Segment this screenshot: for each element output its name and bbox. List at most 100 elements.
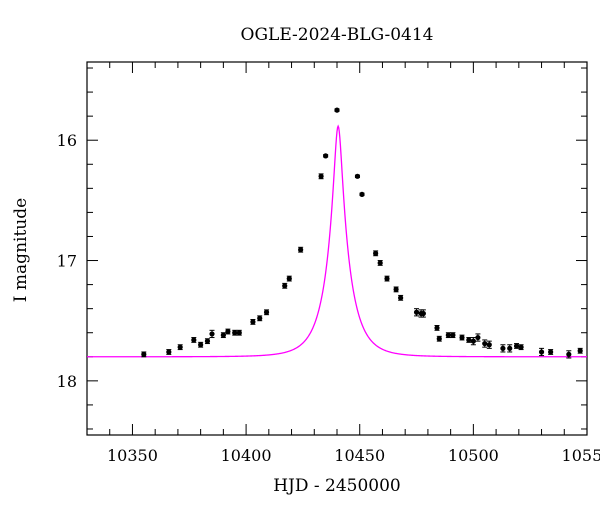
x-tick-label: 10550 [562, 446, 600, 465]
y-tick-label: 18 [57, 372, 77, 391]
y-tick-label: 16 [57, 131, 77, 150]
data-marker [204, 338, 211, 344]
data-marker [475, 334, 481, 341]
data-point [198, 341, 204, 348]
data-point [204, 338, 211, 345]
model-curve [87, 124, 587, 358]
data-marker [393, 286, 399, 293]
data-marker [486, 342, 492, 348]
data-point [141, 351, 147, 358]
data-marker [323, 153, 329, 159]
data-marker [282, 283, 288, 289]
data-points [141, 107, 583, 359]
data-point [482, 339, 488, 348]
data-marker [538, 349, 545, 355]
data-marker [220, 332, 226, 338]
x-axis-label: HJD - 2450000 [273, 476, 401, 496]
data-marker [507, 345, 513, 351]
data-point [500, 344, 506, 353]
plot-area [86, 61, 588, 436]
data-point [359, 191, 365, 197]
data-point [566, 350, 572, 359]
data-point [257, 315, 263, 322]
data-marker [482, 340, 488, 347]
data-marker [191, 337, 197, 343]
data-marker [354, 173, 361, 179]
data-marker [318, 173, 324, 179]
data-marker [232, 330, 238, 336]
x-tick-label: 10500 [448, 446, 499, 465]
x-tick-label: 10400 [221, 446, 272, 465]
data-marker [384, 275, 390, 282]
data-point [548, 349, 554, 355]
data-marker [263, 309, 270, 315]
data-marker [577, 348, 583, 354]
data-point [232, 329, 238, 336]
y-axis-label: I magnitude [11, 198, 31, 302]
data-point [298, 246, 304, 253]
data-marker [257, 315, 263, 321]
data-marker [436, 336, 442, 342]
data-marker [398, 295, 404, 301]
data-point [475, 333, 481, 342]
data-point [538, 347, 545, 357]
data-point [377, 260, 383, 266]
data-point [507, 344, 513, 353]
data-point [282, 282, 288, 289]
chart-title: OGLE-2024-BLG-0414 [241, 25, 434, 45]
data-marker [459, 334, 465, 341]
data-point [323, 153, 329, 159]
data-point [286, 275, 292, 282]
data-marker [236, 330, 242, 336]
data-marker [470, 338, 476, 344]
data-marker [450, 332, 456, 338]
data-marker [413, 309, 420, 315]
data-point [393, 286, 399, 293]
data-point [236, 329, 242, 336]
data-point [436, 335, 442, 342]
data-point [354, 173, 361, 179]
data-marker [377, 260, 383, 266]
data-marker [434, 325, 440, 331]
data-marker [225, 328, 231, 335]
data-point [486, 340, 492, 349]
data-point [513, 343, 520, 349]
data-point [398, 294, 404, 301]
data-point [434, 325, 440, 331]
data-point [250, 318, 256, 325]
data-point [384, 275, 390, 282]
data-marker [420, 310, 426, 317]
data-marker [166, 349, 172, 355]
data-point [413, 308, 420, 317]
data-point [459, 334, 465, 341]
data-marker [548, 349, 554, 355]
data-marker [518, 344, 524, 350]
data-marker [445, 332, 451, 338]
data-marker [466, 337, 472, 343]
data-marker [500, 345, 506, 351]
data-marker [359, 191, 365, 197]
data-point [577, 347, 583, 354]
x-tick-label: 10350 [107, 446, 158, 465]
data-marker [513, 343, 520, 349]
data-point [263, 309, 270, 316]
data-marker [286, 275, 292, 282]
data-point [220, 332, 226, 339]
data-marker [250, 319, 256, 325]
y-tick-label: 17 [57, 252, 77, 271]
data-point [209, 329, 215, 339]
data-point [166, 349, 172, 355]
axis-ticks: 10350 10400 10450 10500 10550 16 17 18 [57, 62, 600, 465]
data-point [420, 309, 426, 318]
data-point [445, 332, 451, 339]
data-marker [177, 344, 183, 350]
data-point [225, 328, 231, 335]
plot-frame [86, 61, 588, 436]
data-point [518, 344, 524, 351]
data-marker [209, 331, 215, 337]
data-point [334, 107, 340, 113]
data-marker [298, 247, 304, 253]
model-layer [87, 124, 587, 358]
data-marker [566, 351, 572, 357]
